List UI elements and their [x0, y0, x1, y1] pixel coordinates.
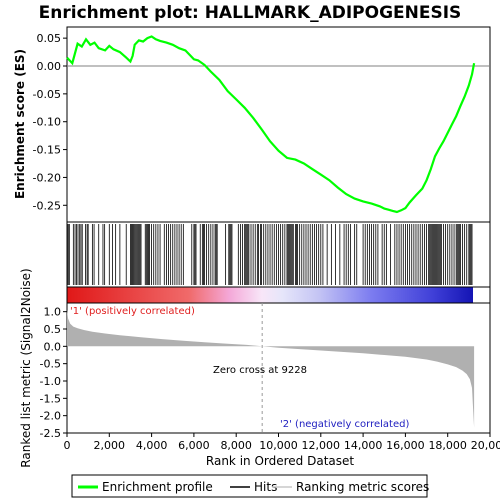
positive-label: '1' (positively correlated)	[70, 306, 195, 317]
xtick-label: 4,000	[136, 439, 168, 452]
metric-ylabel: Ranked list metric (Signal2Noise)	[19, 268, 33, 467]
metric-ytick-label: -2.5	[40, 427, 61, 440]
es-ytick-label: -0.25	[33, 199, 61, 212]
xaxis-label: Rank in Ordered Dataset	[206, 454, 354, 468]
legend-box	[71, 474, 428, 498]
es-ytick-label: 0.05	[37, 32, 62, 45]
legend-es-label: Enrichment profile	[102, 480, 213, 494]
metric-panel-frame	[66, 302, 491, 434]
xtick-label: 16,000	[386, 439, 425, 452]
zero-cross-label: Zero cross at 9228	[213, 365, 307, 376]
metric-ytick-label: 0.0	[44, 340, 62, 353]
metric-ytick-label: 1.0	[44, 306, 62, 319]
metric-ytick-label: 0.5	[44, 323, 62, 336]
es-ytick-label: -0.10	[33, 116, 61, 129]
xtick-label: 12,000	[302, 439, 341, 452]
es-panel-frame	[66, 26, 491, 223]
es-ylabel: Enrichment score (ES)	[13, 49, 27, 199]
xtick-label: 6,000	[178, 439, 210, 452]
es-yaxis-ticks: 0.05 0.00 -0.05 -0.10 -0.15 -0.20 -0.25	[33, 32, 67, 212]
xtick-label: 2,000	[94, 439, 126, 452]
metric-ytick-label: -2.0	[40, 410, 61, 423]
negative-label: '2' (negatively correlated)	[280, 419, 409, 430]
xtick-label: 0	[64, 439, 71, 452]
xtick-label: 14,000	[344, 439, 383, 452]
xtick-label: 8,000	[220, 439, 252, 452]
legend-hits-label: Hits	[254, 480, 277, 494]
enrichment-profile-line	[66, 35, 476, 214]
es-ytick-label: -0.20	[33, 171, 61, 184]
es-ytick-label: 0.00	[37, 60, 62, 73]
es-ytick-label: -0.05	[33, 88, 61, 101]
xtick-label: 18,000	[428, 439, 467, 452]
xtick-label: 10,000	[259, 439, 298, 452]
metric-yaxis-ticks: 1.0 0.5 0.0 -0.5 -1.0 -1.5 -2.0 -2.5	[40, 306, 67, 440]
metric-ytick-label: -0.5	[40, 358, 61, 371]
es-ytick-label: -0.15	[33, 144, 61, 157]
hits-marks	[67, 224, 473, 285]
chart-title: Enrichment plot: HALLMARK_ADIPOGENESIS	[39, 3, 462, 23]
xaxis-ticks: 0 2,000 4,000 6,000 8,000 10,000 12,000 14,000 1…	[64, 433, 500, 452]
ranked-list-colorbar	[67, 287, 473, 303]
xtick-label: 20,000	[471, 439, 500, 452]
metric-ytick-label: -1.5	[40, 392, 61, 405]
legend-metric-label: Ranking metric scores	[296, 480, 429, 494]
metric-ytick-label: -1.0	[40, 375, 61, 388]
